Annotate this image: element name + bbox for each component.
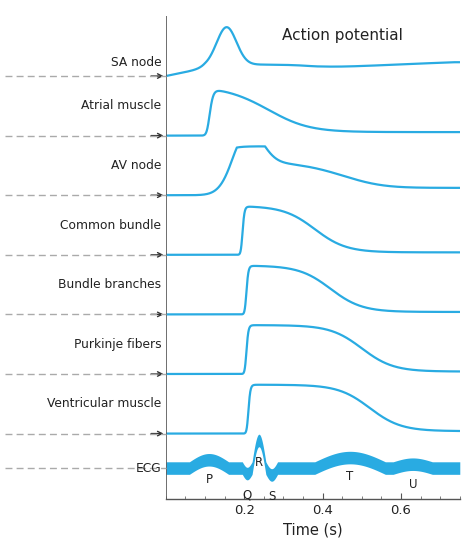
Text: Atrial muscle: Atrial muscle bbox=[81, 99, 161, 112]
Text: P: P bbox=[206, 473, 212, 486]
Text: AV node: AV node bbox=[111, 159, 161, 172]
Text: Q: Q bbox=[243, 489, 252, 502]
Text: Ventricular muscle: Ventricular muscle bbox=[47, 397, 161, 410]
Text: ECG: ECG bbox=[136, 461, 161, 475]
Text: Common bundle: Common bundle bbox=[60, 219, 161, 231]
Text: SA node: SA node bbox=[110, 56, 161, 69]
Text: R: R bbox=[255, 456, 263, 469]
Text: Action potential: Action potential bbox=[282, 28, 403, 43]
Text: Purkinje fibers: Purkinje fibers bbox=[73, 338, 161, 351]
X-axis label: Time (s): Time (s) bbox=[283, 522, 343, 537]
Text: U: U bbox=[409, 477, 417, 490]
Text: T: T bbox=[346, 470, 354, 483]
Text: Bundle branches: Bundle branches bbox=[58, 278, 161, 291]
Text: S: S bbox=[268, 490, 275, 503]
